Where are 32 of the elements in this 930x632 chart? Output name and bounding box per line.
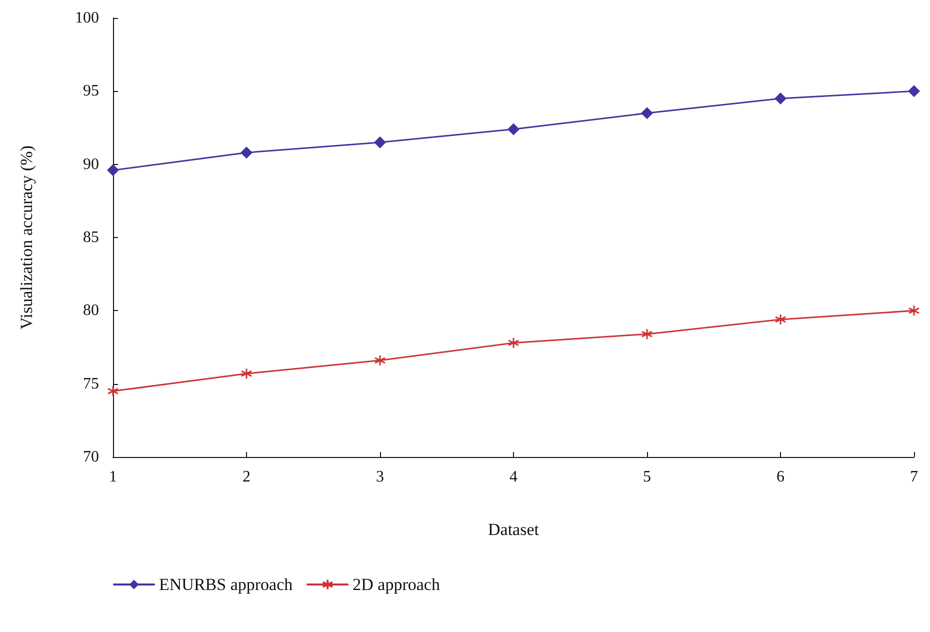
y-tick-label: 100 bbox=[75, 10, 99, 26]
y-tick-label: 95 bbox=[83, 82, 99, 100]
point bbox=[374, 354, 386, 366]
point bbox=[107, 385, 119, 397]
point bbox=[508, 337, 520, 349]
y-tick-label: 85 bbox=[83, 229, 99, 246]
point bbox=[641, 107, 653, 120]
y-tick-label: 75 bbox=[83, 375, 99, 392]
y-tick-label: 70 bbox=[83, 448, 99, 466]
legend-label: ENURBS approach bbox=[159, 575, 294, 594]
point bbox=[240, 368, 252, 380]
point bbox=[774, 314, 786, 326]
point bbox=[107, 164, 119, 176]
y-tick-label: 90 bbox=[83, 156, 99, 173]
x-tick-label: 7 bbox=[910, 468, 918, 486]
legend-label: 2D approach bbox=[352, 575, 440, 594]
point bbox=[908, 85, 920, 98]
x-tick-label: 2 bbox=[242, 468, 250, 486]
y-axis-title: Visualization accuracy (%) bbox=[17, 146, 36, 330]
x-axis-title: Dataset bbox=[488, 520, 540, 539]
point bbox=[641, 328, 653, 340]
point bbox=[908, 304, 920, 316]
y-tick-label: 80 bbox=[83, 302, 99, 320]
x-tick-label: 4 bbox=[510, 468, 518, 486]
x-tick-label: 5 bbox=[643, 468, 651, 486]
x-tick-label: 3 bbox=[376, 468, 384, 486]
x-tick-label: 6 bbox=[776, 468, 784, 486]
point bbox=[508, 123, 520, 136]
point bbox=[374, 136, 386, 148]
point bbox=[774, 92, 786, 104]
point bbox=[240, 146, 252, 159]
x-tick-label: 1 bbox=[109, 468, 117, 486]
